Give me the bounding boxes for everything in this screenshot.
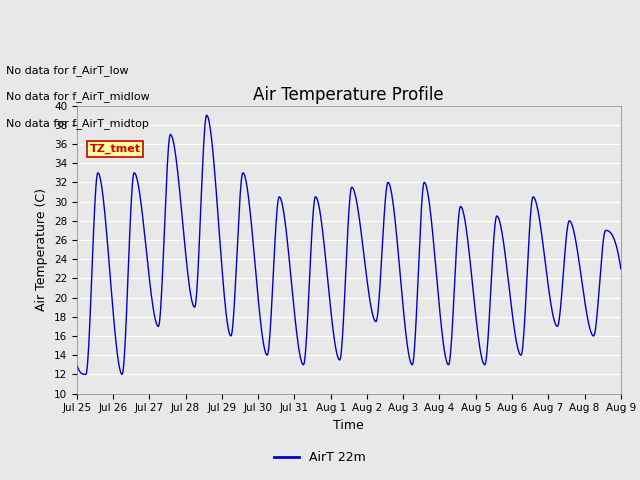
Title: Air Temperature Profile: Air Temperature Profile (253, 86, 444, 104)
Legend: AirT 22m: AirT 22m (269, 446, 371, 469)
Text: TZ_tmet: TZ_tmet (90, 144, 141, 154)
Text: No data for f_AirT_low: No data for f_AirT_low (6, 65, 129, 76)
Text: No data for f_AirT_midlow: No data for f_AirT_midlow (6, 91, 150, 102)
X-axis label: Time: Time (333, 419, 364, 432)
Text: No data for f_AirT_midtop: No data for f_AirT_midtop (6, 118, 149, 129)
Y-axis label: Air Temperature (C): Air Temperature (C) (35, 188, 48, 311)
